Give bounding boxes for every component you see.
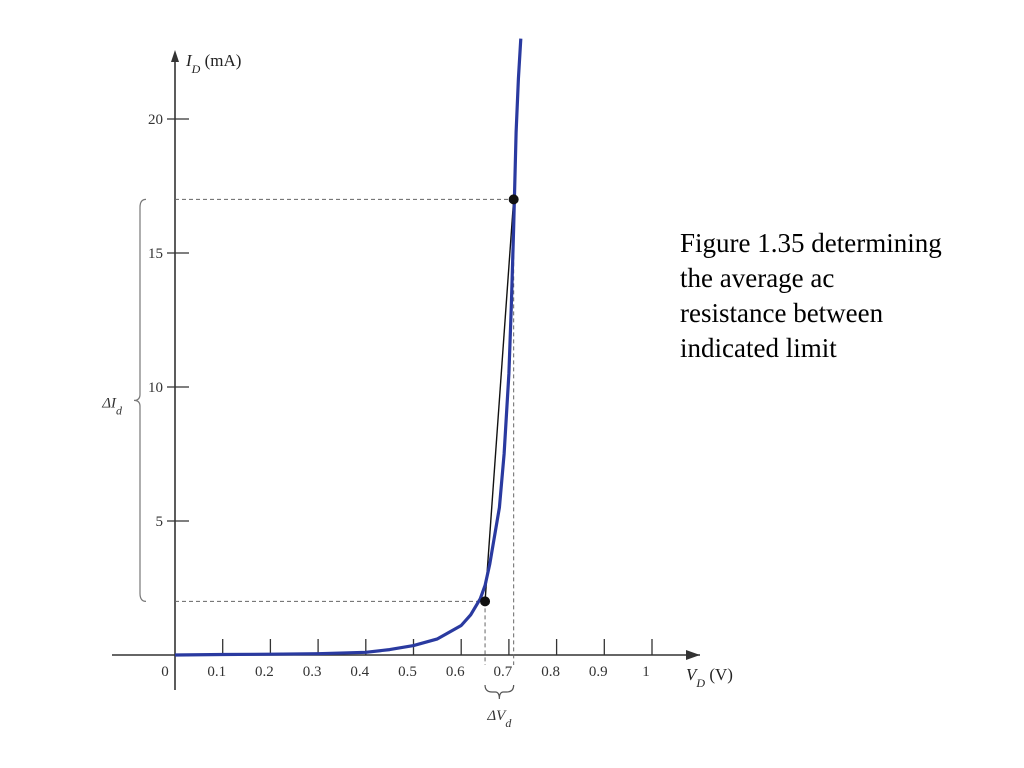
- y-tick-label: 5: [156, 514, 164, 530]
- x-axis-label: VD (V): [686, 665, 733, 690]
- axes: VD (V) ID (mA): [112, 50, 733, 690]
- y-axis-arrow: [171, 50, 179, 62]
- operating-point: [480, 596, 491, 607]
- x-tick-label: 0: [161, 664, 169, 680]
- delta-i-label: ΔId: [101, 395, 123, 417]
- x-tick-label: 0.8: [541, 664, 560, 680]
- x-tick-label: 0.5: [398, 664, 417, 680]
- annotations: ΔId ΔVd: [101, 198, 515, 730]
- delta-v-brace: [484, 684, 515, 700]
- points-layer: [480, 194, 519, 607]
- ac-resistance-chord: [484, 199, 515, 602]
- x-tick-label: 0.6: [446, 664, 465, 680]
- operating-point: [508, 194, 519, 205]
- x-tick-label: 1: [642, 664, 650, 680]
- x-tick-label: 0.1: [207, 664, 226, 680]
- y-tick-label: 20: [148, 112, 163, 128]
- x-tick-label: 0.9: [589, 664, 608, 680]
- x-tick-label: 0.4: [350, 664, 369, 680]
- x-tick-label: 0.3: [303, 664, 322, 680]
- y-axis-label: ID (mA): [185, 51, 241, 76]
- delta-i-bracket: [133, 198, 147, 602]
- x-tick-label: 0.2: [255, 664, 274, 680]
- x-axis-arrow: [686, 650, 700, 660]
- y-tick-label: 15: [148, 246, 163, 262]
- y-tick-label: 10: [148, 380, 163, 396]
- diode-curve: [174, 38, 523, 657]
- x-tick-label: 0.7: [494, 664, 513, 680]
- delta-v-label: ΔVd: [486, 708, 512, 730]
- guide-lines: [175, 198, 515, 665]
- series-layer: [174, 38, 523, 657]
- figure-caption: Figure 1.35 determining the average ac r…: [680, 228, 942, 363]
